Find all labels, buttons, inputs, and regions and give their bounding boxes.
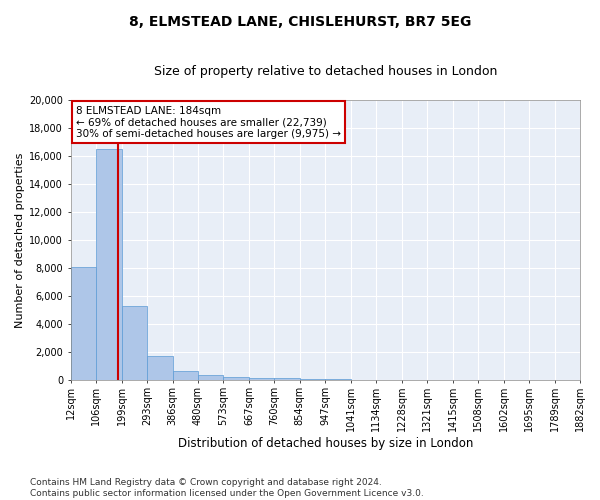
Bar [147,356,173,380]
Bar [249,378,274,380]
Text: 8 ELMSTEAD LANE: 184sqm
← 69% of detached houses are smaller (22,739)
30% of sem: 8 ELMSTEAD LANE: 184sqm ← 69% of detache… [76,106,341,139]
Title: Size of property relative to detached houses in London: Size of property relative to detached ho… [154,65,497,78]
Bar [198,376,223,380]
Text: 8, ELMSTEAD LANE, CHISLEHURST, BR7 5EG: 8, ELMSTEAD LANE, CHISLEHURST, BR7 5EG [129,15,471,29]
Bar [122,306,147,380]
Bar [300,378,325,380]
Bar [173,372,198,380]
Text: Contains HM Land Registry data © Crown copyright and database right 2024.
Contai: Contains HM Land Registry data © Crown c… [30,478,424,498]
Bar [223,376,249,380]
Bar [71,267,96,380]
Y-axis label: Number of detached properties: Number of detached properties [15,152,25,328]
Bar [274,378,300,380]
X-axis label: Distribution of detached houses by size in London: Distribution of detached houses by size … [178,437,473,450]
Bar [96,149,122,380]
